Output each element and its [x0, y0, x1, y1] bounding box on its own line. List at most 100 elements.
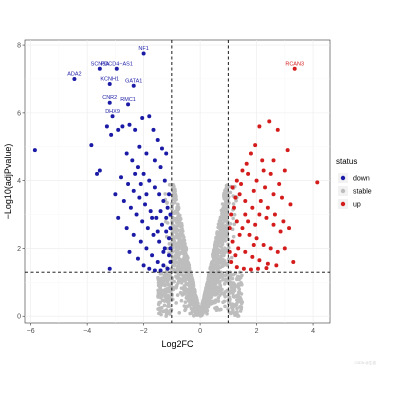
gene-label: RCAN3 — [285, 61, 304, 67]
up-point — [246, 219, 251, 224]
up-point — [234, 178, 239, 183]
x-tick-label: 4 — [311, 328, 315, 335]
stable-point — [205, 283, 209, 287]
stable-point — [231, 202, 236, 206]
up-point — [282, 246, 287, 251]
stable-point — [170, 187, 175, 192]
stable-point — [179, 298, 184, 303]
up-point — [268, 246, 273, 251]
up-point — [264, 215, 269, 220]
up-point — [264, 266, 269, 271]
stable-point — [181, 291, 186, 296]
stable-point — [212, 248, 217, 252]
down-point — [133, 127, 138, 132]
y-tick-label: 2 — [17, 246, 21, 253]
up-point — [279, 195, 284, 200]
stable-point — [194, 298, 198, 303]
stable-point — [218, 254, 223, 259]
stable-point — [220, 242, 225, 246]
stable-point — [219, 208, 224, 213]
legend: status down stable up — [336, 157, 372, 209]
down-point — [135, 165, 140, 170]
up-point — [271, 222, 276, 227]
up-point — [274, 263, 279, 268]
stable-point — [181, 233, 185, 237]
stable-point — [222, 299, 227, 304]
stable-point — [162, 303, 167, 308]
labeled-gene-point — [114, 66, 119, 71]
up-point — [231, 205, 236, 210]
stable-point — [183, 286, 188, 291]
stable-point — [179, 243, 183, 248]
down-point — [161, 249, 166, 254]
down-point — [141, 263, 146, 268]
stable-point — [174, 301, 178, 305]
labeled-gene-point — [110, 114, 115, 119]
stable-point — [188, 273, 192, 278]
down-point — [158, 209, 163, 214]
labeled-gene-point — [97, 66, 102, 71]
stable-point — [208, 302, 213, 306]
stable-point — [181, 275, 186, 280]
up-point — [275, 249, 280, 254]
down-point — [95, 171, 100, 176]
down-point — [127, 249, 132, 254]
stable-point — [162, 273, 167, 278]
stable-point — [209, 295, 214, 299]
stable-point — [164, 314, 168, 318]
up-point — [285, 148, 290, 153]
stable-point — [196, 310, 201, 314]
stable-point — [214, 237, 219, 242]
legend-swatch — [340, 188, 346, 194]
stable-point — [176, 222, 181, 226]
up-points — [227, 119, 320, 272]
stable-point — [173, 235, 177, 240]
stable-point — [159, 282, 164, 287]
gene-label: RMC1 — [120, 97, 136, 103]
stable-point — [235, 306, 239, 311]
stable-point — [226, 185, 230, 189]
up-point — [229, 259, 234, 264]
stable-point — [189, 291, 194, 296]
stable-point — [172, 224, 177, 228]
legend-title: status — [336, 157, 357, 166]
stable-point — [166, 300, 170, 304]
stable-point — [157, 311, 161, 316]
up-point — [272, 212, 277, 217]
stable-point — [215, 286, 220, 290]
stable-point — [216, 296, 221, 300]
stable-point — [196, 304, 201, 309]
down-point — [124, 226, 129, 231]
stable-point — [170, 201, 174, 206]
down-point — [155, 137, 160, 142]
stable-point — [240, 273, 244, 278]
down-point — [141, 171, 146, 176]
stable-point — [184, 290, 189, 295]
x-tick-label: 0 — [198, 328, 202, 335]
up-point — [261, 168, 266, 173]
stable-point — [165, 221, 170, 225]
stable-point — [209, 276, 214, 281]
stable-point — [219, 307, 223, 312]
stable-point — [165, 276, 170, 281]
stable-point — [170, 250, 175, 254]
stable-point — [189, 300, 193, 305]
stable-point — [169, 266, 174, 271]
stable-point — [210, 261, 215, 265]
up-point — [229, 212, 234, 217]
stable-point — [225, 206, 229, 211]
gene-label: DHX9 — [105, 109, 120, 115]
stable-point — [219, 251, 224, 256]
labeled-gene-point — [131, 83, 136, 88]
up-point — [271, 192, 276, 197]
stable-point — [239, 307, 244, 311]
watermark-logo: CSDN @生信 — [355, 360, 377, 365]
stable-point — [181, 260, 186, 264]
stable-point — [231, 272, 236, 277]
stable-point — [158, 300, 162, 305]
stable-point — [223, 239, 228, 243]
stable-point — [229, 255, 234, 260]
up-point — [250, 205, 255, 210]
down-point — [133, 171, 138, 176]
y-tick-label: 4 — [17, 178, 21, 185]
